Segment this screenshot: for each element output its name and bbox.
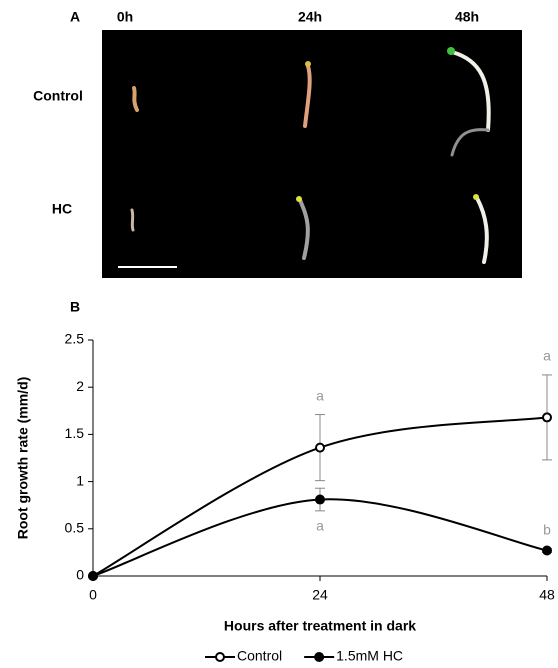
y-tick-label: 1.5 xyxy=(65,425,85,441)
y-tick-label: 1 xyxy=(76,472,84,488)
y-axis-label: Root growth rate (mm/d) xyxy=(15,377,31,540)
column-label: 48h xyxy=(455,9,479,25)
significance-letter: b xyxy=(543,521,551,537)
seedling xyxy=(303,64,312,128)
data-point xyxy=(542,545,552,556)
y-tick-label: 0 xyxy=(76,567,84,583)
legend-label: Control xyxy=(237,648,282,664)
data-point xyxy=(315,442,325,453)
seedling xyxy=(298,198,310,260)
data-point xyxy=(315,494,325,505)
data-point xyxy=(542,412,552,423)
seedling-tip xyxy=(305,61,311,67)
column-label: 24h xyxy=(298,9,322,25)
y-tick-label: 0.5 xyxy=(65,520,85,536)
legend-label: 1.5mM HC xyxy=(336,648,403,664)
seedling-tip xyxy=(473,194,479,200)
seedling xyxy=(130,208,135,232)
y-tick-label: 2.5 xyxy=(65,331,85,347)
panel-label: B xyxy=(70,299,80,315)
seedling xyxy=(450,128,490,157)
legend-marker xyxy=(314,652,325,662)
panel-label: A xyxy=(70,9,80,25)
row-label: HC xyxy=(52,201,72,217)
y-tick-label: 2 xyxy=(76,378,84,394)
seedling xyxy=(132,86,139,112)
significance-letter: a xyxy=(316,387,324,403)
x-tick-label: 48 xyxy=(539,587,555,603)
x-tick-label: 0 xyxy=(89,587,97,603)
significance-letter: a xyxy=(316,518,324,534)
photo xyxy=(102,30,522,278)
seedling-tip xyxy=(447,47,455,55)
seedling xyxy=(475,196,489,264)
column-label: 0h xyxy=(117,9,133,25)
x-axis-label: Hours after treatment in dark xyxy=(224,618,416,634)
x-tick-label: 24 xyxy=(312,587,328,603)
significance-letter: a xyxy=(543,348,551,364)
seedling xyxy=(450,50,491,132)
row-label: Control xyxy=(33,88,83,104)
legend-marker xyxy=(215,652,225,662)
seedling-tip xyxy=(296,196,302,202)
seedlings xyxy=(130,47,491,264)
data-point xyxy=(88,571,98,581)
